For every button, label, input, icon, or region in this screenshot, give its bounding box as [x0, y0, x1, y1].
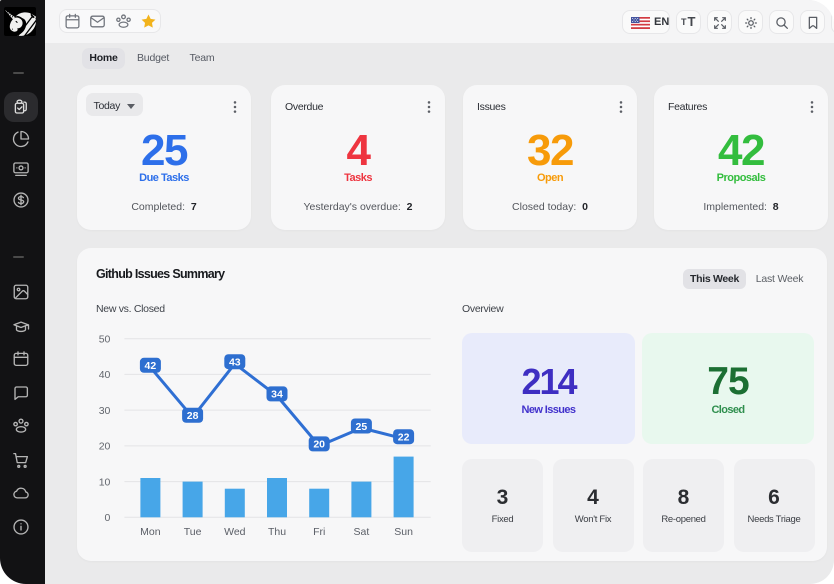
svg-text:34: 34	[271, 389, 283, 401]
svg-text:Wed: Wed	[224, 526, 246, 538]
svg-text:0: 0	[105, 512, 111, 524]
svg-text:10: 10	[99, 476, 111, 488]
svg-text:50: 50	[99, 334, 111, 346]
svg-text:Tue: Tue	[184, 526, 202, 538]
svg-text:30: 30	[99, 405, 111, 417]
svg-text:Mon: Mon	[140, 526, 161, 538]
svg-text:Thu: Thu	[268, 526, 286, 538]
svg-text:40: 40	[99, 369, 111, 381]
svg-text:25: 25	[356, 421, 368, 433]
svg-text:42: 42	[145, 360, 157, 372]
svg-text:Fri: Fri	[313, 526, 325, 538]
svg-text:20: 20	[313, 439, 325, 451]
svg-text:Sun: Sun	[394, 526, 413, 538]
svg-text:Sat: Sat	[354, 526, 370, 538]
svg-text:20: 20	[99, 441, 111, 453]
svg-text:43: 43	[229, 357, 241, 369]
svg-text:22: 22	[398, 432, 410, 444]
svg-text:28: 28	[187, 410, 199, 422]
